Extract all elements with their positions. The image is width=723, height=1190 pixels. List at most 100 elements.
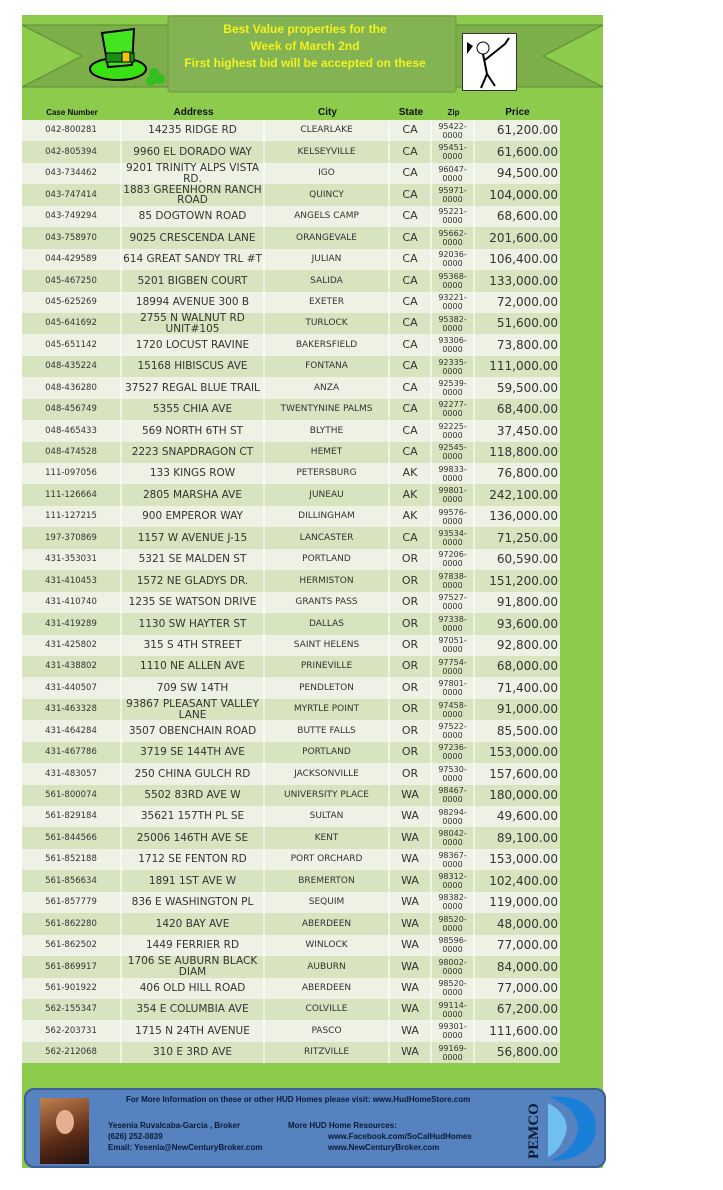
cell-zip: 92545-0000 xyxy=(432,441,475,463)
broker-email[interactable]: Email: Yesenia@NewCenturyBroker.com xyxy=(108,1143,263,1152)
table-row: 431-463328 93867 PLEASANT VALLEY LANE MYRT… xyxy=(22,698,560,721)
table-row: 048-435224 15168 HIBISCUS AVE FONTANA CA 923… xyxy=(22,355,560,378)
cell-state: WA xyxy=(390,998,432,1021)
cell-address: 1712 SE FENTON RD xyxy=(122,848,265,871)
cell-state: CA xyxy=(390,120,432,142)
cell-case-number: 431-410453 xyxy=(22,570,122,592)
cell-case-number: 048-465433 xyxy=(22,420,122,442)
cell-address: 569 NORTH 6TH ST xyxy=(122,420,265,442)
cell-case-number: 111-126664 xyxy=(22,484,122,506)
table-row: 561-852188 1712 SE FENTON RD PORT ORCHARD W… xyxy=(22,848,560,871)
cell-zip: 98367-0000 xyxy=(432,848,475,871)
cell-address: 836 E WASHINGTON PL xyxy=(122,891,265,914)
cell-city: IGO xyxy=(265,162,390,185)
cell-address: 1715 N 24TH AVENUE xyxy=(122,1020,265,1042)
resources: More HUD Home Resources: www.Facebook.co… xyxy=(288,1120,472,1153)
cell-case-number: 562-212068 xyxy=(22,1041,122,1064)
broker-name: Yesenia Ruvalcaba-Garcia , Broker xyxy=(108,1121,241,1130)
cell-address: 5502 83RD AVE W xyxy=(122,784,265,806)
cell-price: 136,000.00 xyxy=(475,505,560,528)
cell-price: 153,000.00 xyxy=(475,741,560,764)
facebook-link[interactable]: www.Facebook.com/SoCalHudHomes xyxy=(328,1132,472,1141)
table-row: 431-410740 1235 SE WATSON DRIVE GRANTS PAS… xyxy=(22,591,560,614)
cell-case-number: 431-425802 xyxy=(22,634,122,656)
cell-case-number: 042-805394 xyxy=(22,141,122,163)
cell-state: WA xyxy=(390,956,432,978)
cell-case-number: 043-747414 xyxy=(22,184,122,206)
table-row: 561-869917 1706 SE AUBURN BLACK DIAM AUBUR… xyxy=(22,956,560,978)
table-row: 431-425802 315 S 4TH STREET SAINT HELENS OR… xyxy=(22,634,560,656)
website-link[interactable]: www.NewCenturyBroker.com xyxy=(328,1143,440,1152)
cell-case-number: 048-436280 xyxy=(22,377,122,399)
cell-address: 37527 REGAL BLUE TRAIL xyxy=(122,377,265,399)
table-row: 043-749294 85 DOGTOWN ROAD ANGELS CAMP CA 95… xyxy=(22,205,560,228)
cell-state: CA xyxy=(390,312,432,335)
cell-state: CA xyxy=(390,184,432,206)
table-row: 043-734462 9201 TRINITY ALPS VISTA RD. IGO… xyxy=(22,162,560,185)
cell-price: 153,000.00 xyxy=(475,848,560,871)
cell-price: 180,000.00 xyxy=(475,784,560,806)
cell-zip: 92335-0000 xyxy=(432,355,475,378)
cell-case-number: 561-901922 xyxy=(22,977,122,999)
cell-address: 1449 FERRIER RD xyxy=(122,934,265,957)
cell-price: 91,800.00 xyxy=(475,591,560,614)
cell-address: 1157 W AVENUE J-15 xyxy=(122,527,265,549)
cell-price: 68,000.00 xyxy=(475,655,560,678)
cell-zip: 96047-0000 xyxy=(432,162,475,185)
table-row: 562-203731 1715 N 24TH AVENUE PASCO WA 99301… xyxy=(22,1020,560,1042)
cell-state: AK xyxy=(390,505,432,528)
cell-address: 2223 SNAPDRAGON CT xyxy=(122,441,265,463)
cell-case-number: 431-438802 xyxy=(22,655,122,678)
table-row: 048-456749 5355 CHIA AVE TWENTYNINE PALMS C… xyxy=(22,398,560,421)
cell-city: AUBURN xyxy=(265,956,390,978)
cell-city: PORTLAND xyxy=(265,741,390,764)
cell-city: DALLAS xyxy=(265,613,390,635)
cell-address: 9025 CRESCENDA LANE xyxy=(122,227,265,249)
visit-text: For More Information on these or other H… xyxy=(126,1095,471,1104)
cell-case-number: 562-203731 xyxy=(22,1020,122,1042)
cell-case-number: 043-734462 xyxy=(22,162,122,185)
table-row: 048-436280 37527 REGAL BLUE TRAIL ANZA CA 92… xyxy=(22,377,560,399)
cell-case-number: 042-800281 xyxy=(22,120,122,142)
cell-address: 5201 BIGBEN COURT xyxy=(122,270,265,292)
cell-address: 93867 PLEASANT VALLEY LANE xyxy=(122,698,265,721)
cell-zip: 97051-0000 xyxy=(432,634,475,656)
cell-address: 25006 146TH AVE SE xyxy=(122,827,265,849)
table-row: 111-126664 2805 MARSHA AVE JUNEAU AK 99801-0… xyxy=(22,484,560,506)
cell-city: LANCASTER xyxy=(265,527,390,549)
cell-address: 35621 157TH PL SE xyxy=(122,806,265,828)
table-row: 561-844566 25006 146TH AVE SE KENT WA 98042-… xyxy=(22,827,560,849)
table-row: 431-353031 5321 SE MALDEN ST PORTLAND OR 972… xyxy=(22,548,560,571)
cell-zip: 98520-0000 xyxy=(432,977,475,999)
cell-zip: 92036-0000 xyxy=(432,248,475,271)
cell-address: 709 SW 14TH xyxy=(122,677,265,699)
cell-state: OR xyxy=(390,548,432,571)
banner-title: Best Value properties for the Week of Ma… xyxy=(184,22,426,70)
table-row: 048-474528 2223 SNAPDRAGON CT HEMET CA 92545… xyxy=(22,441,560,463)
cell-state: CA xyxy=(390,270,432,292)
cell-price: 49,600.00 xyxy=(475,806,560,828)
table-row: 111-127215 900 EMPEROR WAY DILLINGHAM AK 995… xyxy=(22,505,560,528)
table-row: 431-467786 3719 SE 144TH AVE PORTLAND OR 972… xyxy=(22,741,560,764)
cell-price: 73,800.00 xyxy=(475,334,560,356)
cell-address: 1572 NE GLADYS DR. xyxy=(122,570,265,592)
properties-table: Case Number Address City State Zip Price 042-… xyxy=(22,104,560,1064)
cell-price: 157,600.00 xyxy=(475,763,560,785)
cell-state: WA xyxy=(390,913,432,935)
table-row: 562-212068 310 E 3RD AVE RITZVILLE WA 99169-… xyxy=(22,1041,560,1064)
cell-address: 406 OLD HILL ROAD xyxy=(122,977,265,999)
cell-zip: 98467-0000 xyxy=(432,784,475,806)
cell-state: OR xyxy=(390,741,432,764)
cell-price: 48,000.00 xyxy=(475,913,560,935)
cell-case-number: 561-856634 xyxy=(22,870,122,892)
cell-case-number: 045-651142 xyxy=(22,334,122,356)
cell-zip: 92277-0000 xyxy=(432,398,475,421)
cell-state: OR xyxy=(390,720,432,742)
cell-address: 15168 HIBISCUS AVE xyxy=(122,355,265,378)
leprechaun-hat-icon xyxy=(89,27,165,86)
cell-price: 77,000.00 xyxy=(475,977,560,999)
cell-city: COLVILLE xyxy=(265,998,390,1021)
cell-case-number: 431-463328 xyxy=(22,698,122,721)
cell-state: CA xyxy=(390,205,432,228)
cell-city: UNIVERSITY PLACE xyxy=(265,784,390,806)
